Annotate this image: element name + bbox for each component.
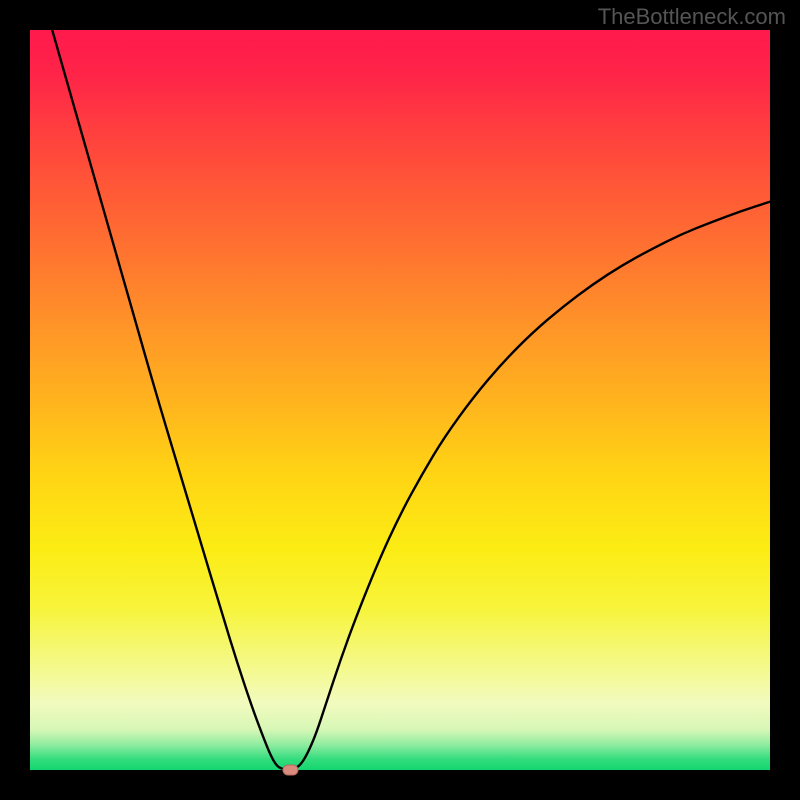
- plot-background: [30, 30, 770, 770]
- chart-frame: TheBottleneck.com: [0, 0, 800, 800]
- optimum-marker: [283, 765, 298, 775]
- bottleneck-chart: [0, 0, 800, 800]
